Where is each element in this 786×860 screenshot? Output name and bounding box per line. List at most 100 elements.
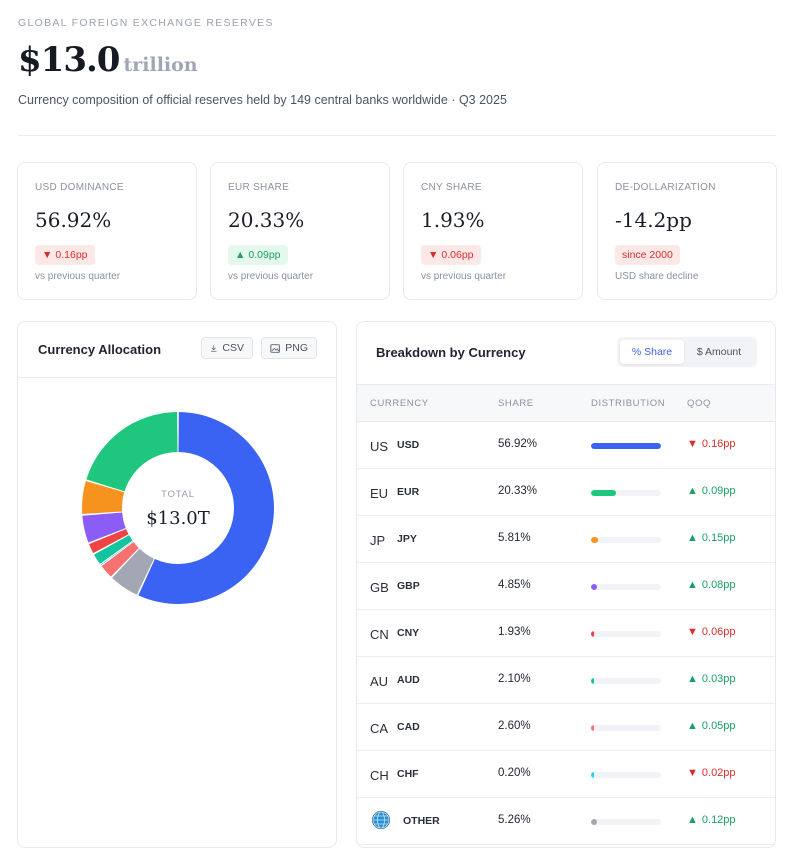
globe-icon xyxy=(372,811,390,829)
currency-share: 20.33% xyxy=(498,485,538,497)
kpi-change-badge: ▼ 0.16pp xyxy=(35,245,95,265)
table-row[interactable]: GB GBP 4.85% ▲ 0.08pp xyxy=(357,563,775,610)
distribution-bar-track xyxy=(591,537,661,543)
download-icon xyxy=(210,344,217,352)
kpi-badge-text: 0.06pp xyxy=(441,249,474,261)
column-header-share: SHARE xyxy=(498,398,534,409)
kpi-card-eur-share: EUR SHARE 20.33% ▲ 0.09pp vs previous qua… xyxy=(210,162,390,300)
qoq-value: 0.16pp xyxy=(701,438,736,450)
qoq-change: ▼ 0.16pp xyxy=(687,438,736,450)
currency-code: EUR xyxy=(397,486,420,498)
page-eyebrow: GLOBAL FOREIGN EXCHANGE RESERVES xyxy=(18,17,274,29)
distribution-bar-track xyxy=(591,772,661,778)
allocation-header-divider xyxy=(18,377,336,378)
distribution-bar-fill xyxy=(591,537,599,543)
currency-code: CHF xyxy=(397,768,419,780)
arrow-up-icon: ▲ xyxy=(687,579,698,591)
currency-share: 4.85% xyxy=(498,579,531,591)
kpi-value: 1.93% xyxy=(421,208,485,232)
kpi-badge-text: since 2000 xyxy=(622,249,673,261)
export-png-button[interactable]: PNG xyxy=(261,337,317,359)
currency-share: 56.92% xyxy=(498,438,538,450)
arrow-up-icon: ▲ xyxy=(235,249,246,261)
toggle-amount-button[interactable]: $ Amount xyxy=(696,346,742,358)
table-row[interactable]: CN CNY 1.93% ▼ 0.06pp xyxy=(357,610,775,657)
kpi-card-cny-share: CNY SHARE 1.93% ▼ 0.06pp vs previous quar… xyxy=(403,162,583,300)
donut-center-value: $13.0T xyxy=(146,508,210,529)
donut-slice-gbp[interactable] xyxy=(82,512,126,543)
distribution-bar-track xyxy=(591,443,661,449)
kpi-label: DE-DOLLARIZATION xyxy=(615,182,716,193)
qoq-change: ▲ 0.05pp xyxy=(687,720,736,732)
kpi-note: USD share decline xyxy=(615,271,699,282)
flag-label: EU xyxy=(370,486,389,501)
donut-slice-eur[interactable] xyxy=(86,412,178,492)
table-row[interactable]: OTHER 5.26% ▲ 0.12pp xyxy=(357,798,775,845)
kpi-label: CNY SHARE xyxy=(421,182,482,193)
export-csv-button[interactable]: CSV xyxy=(201,337,253,359)
donut-slice-chf[interactable] xyxy=(100,541,134,566)
kpi-note: vs previous quarter xyxy=(421,271,507,282)
kpi-card-de-dollarization: DE-DOLLARIZATION -14.2pp since 2000 USD … xyxy=(597,162,777,300)
donut-slice-cad[interactable] xyxy=(101,541,139,577)
arrow-down-icon: ▼ xyxy=(42,249,53,261)
distribution-bar-fill xyxy=(591,584,597,590)
qoq-change: ▼ 0.06pp xyxy=(687,626,736,638)
kpi-change-badge: ▲ 0.09pp xyxy=(228,245,288,265)
table-row[interactable]: AU AUD 2.10% ▲ 0.03pp xyxy=(357,657,775,704)
qoq-change: ▲ 0.08pp xyxy=(687,579,736,591)
kpi-value: 56.92% xyxy=(35,208,112,232)
image-icon xyxy=(270,343,280,353)
flag-label: GB xyxy=(370,580,389,595)
allocation-title: Currency Allocation xyxy=(38,342,162,357)
distribution-bar-fill xyxy=(591,819,598,825)
distribution-bar-fill xyxy=(591,490,616,496)
kpi-change-badge: since 2000 xyxy=(615,245,680,265)
donut-slice-jpy[interactable] xyxy=(82,481,125,515)
kpi-change-badge: ▼ 0.06pp xyxy=(421,245,481,265)
currency-share: 1.93% xyxy=(498,626,531,638)
flag-label: AU xyxy=(370,674,389,689)
arrow-up-icon: ▲ xyxy=(687,814,698,826)
currency-code: GBP xyxy=(397,580,420,592)
page-subtitle: Currency composition of official reserve… xyxy=(18,93,507,107)
donut-slice-usd[interactable] xyxy=(138,412,274,604)
donut-slice-aud[interactable] xyxy=(94,535,133,564)
distribution-bar-track xyxy=(591,631,661,637)
distribution-bar-fill xyxy=(591,443,661,449)
currency-code: OTHER xyxy=(403,815,440,827)
flag-label: JP xyxy=(370,533,386,548)
donut-slice-other[interactable] xyxy=(112,548,154,595)
currency-code: CNY xyxy=(397,627,420,639)
arrow-up-icon: ▲ xyxy=(687,532,698,544)
header-divider xyxy=(18,135,776,136)
arrow-down-icon: ▼ xyxy=(687,626,698,638)
qoq-value: 0.15pp xyxy=(701,532,736,544)
donut-slice-cny[interactable] xyxy=(89,529,129,554)
column-header-qoq: QOQ xyxy=(687,398,711,409)
qoq-change: ▲ 0.15pp xyxy=(687,532,736,544)
qoq-value: 0.05pp xyxy=(701,720,736,732)
toggle-share-button[interactable]: % Share xyxy=(620,340,684,364)
share-amount-toggle: % Share $ Amount xyxy=(617,337,757,367)
table-row[interactable]: EU EUR 20.33% ▲ 0.09pp xyxy=(357,469,775,516)
flag-label: CA xyxy=(370,721,389,736)
currency-share: 5.81% xyxy=(498,532,531,544)
kpi-label: USD DOMINANCE xyxy=(35,182,124,193)
allocation-panel: Currency Allocation TOTAL $13.0T xyxy=(17,321,337,848)
table-row[interactable]: US USD 56.92% ▼ 0.16pp xyxy=(357,422,775,469)
table-row[interactable]: JP JPY 5.81% ▲ 0.15pp xyxy=(357,516,775,563)
export-png-label: PNG xyxy=(285,342,308,354)
qoq-change: ▲ 0.12pp xyxy=(687,814,736,826)
distribution-bar-fill xyxy=(591,631,594,637)
distribution-bar-fill xyxy=(591,725,595,731)
table-row[interactable]: CA CAD 2.60% ▲ 0.05pp xyxy=(357,704,775,751)
qoq-change: ▲ 0.03pp xyxy=(687,673,736,685)
export-csv-label: CSV xyxy=(222,342,244,354)
kpi-badge-text: 0.16pp xyxy=(55,249,88,261)
table-row[interactable]: CH CHF 0.20% ▼ 0.02pp xyxy=(357,751,775,798)
qoq-change: ▼ 0.02pp xyxy=(687,767,736,779)
kpi-value: 20.33% xyxy=(228,208,305,232)
arrow-down-icon: ▼ xyxy=(428,249,439,261)
arrow-up-icon: ▲ xyxy=(687,673,698,685)
